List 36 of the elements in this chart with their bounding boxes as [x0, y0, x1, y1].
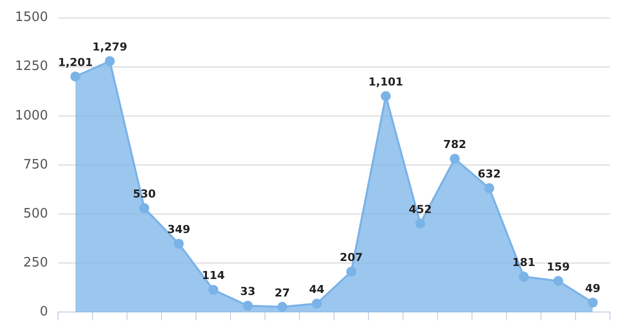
point: [70, 71, 80, 82]
point: [518, 272, 529, 282]
y-tick-label: 500: [23, 206, 48, 222]
data-label: 782: [443, 138, 466, 152]
y-tick-label: 750: [23, 157, 48, 172]
point: [104, 56, 115, 66]
data-label: 44: [309, 282, 325, 296]
point: [312, 298, 322, 309]
point: [346, 266, 356, 277]
data-label: 114: [202, 269, 226, 282]
data-label: 1,279: [92, 40, 128, 54]
data-label: 49: [585, 282, 600, 295]
data-label: 1,201: [58, 56, 93, 69]
point: [553, 276, 564, 286]
point: [139, 203, 150, 214]
point: [484, 183, 494, 194]
y-tick-label: 1500: [14, 10, 48, 26]
data-label: 159: [546, 260, 570, 274]
point: [174, 238, 184, 249]
y-tick-label: 0: [40, 304, 48, 320]
data-label: 33: [240, 285, 256, 298]
y-tick-label: 250: [23, 256, 48, 271]
point: [380, 91, 391, 102]
point: [208, 284, 218, 295]
point: [277, 302, 288, 312]
data-label: 27: [274, 286, 290, 300]
data-label: 632: [478, 168, 501, 181]
point: [588, 298, 598, 308]
y-tick-label: 1250: [14, 59, 48, 74]
data-label: 1,101: [368, 75, 404, 88]
point: [242, 300, 253, 311]
data-label: 349: [167, 223, 190, 236]
point: [415, 218, 426, 228]
point: [450, 154, 460, 164]
data-label: 452: [408, 202, 432, 216]
y-tick-label: 1000: [14, 108, 48, 124]
